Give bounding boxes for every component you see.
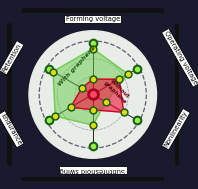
Circle shape: [164, 166, 195, 189]
Text: Forming voltage: Forming voltage: [66, 16, 120, 22]
Text: Endurance: Endurance: [0, 112, 22, 146]
Text: With graphene: With graphene: [58, 46, 97, 87]
Circle shape: [0, 0, 21, 23]
Text: Retention: Retention: [1, 42, 22, 73]
Polygon shape: [71, 79, 124, 112]
Circle shape: [29, 31, 156, 158]
Circle shape: [164, 0, 195, 23]
Polygon shape: [53, 49, 128, 125]
Text: Without
graphene: Without graphene: [103, 76, 131, 105]
Text: Operating voltage: Operating voltage: [163, 30, 198, 86]
Text: Nonlinearity: Nonlinearity: [163, 110, 189, 148]
Text: Subthreshold swing: Subthreshold swing: [60, 167, 126, 173]
Circle shape: [0, 166, 21, 189]
